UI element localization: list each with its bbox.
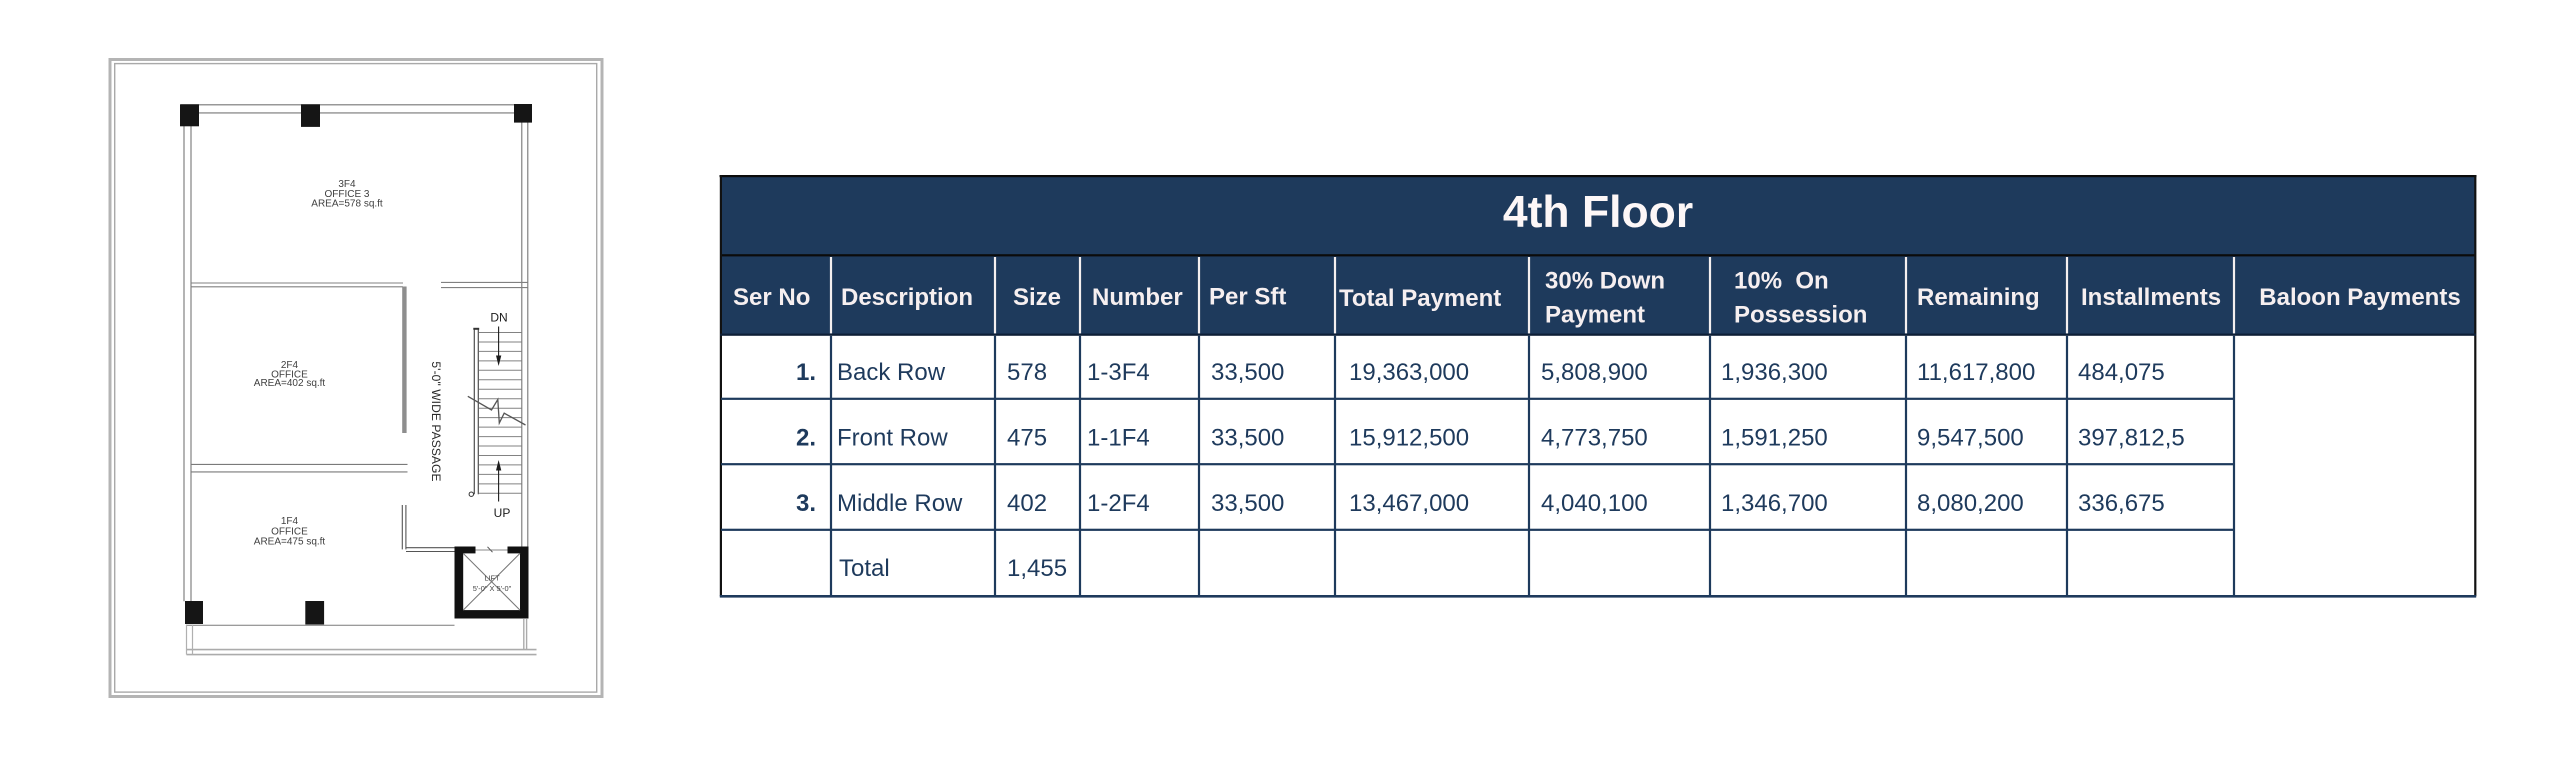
svg-text:Per Sft: Per Sft <box>1209 284 1286 311</box>
svg-text:3.: 3. <box>796 490 816 517</box>
svg-text:33,500: 33,500 <box>1211 490 1284 517</box>
svg-text:9,547,500: 9,547,500 <box>1917 424 2024 451</box>
svg-text:Number: Number <box>1092 284 1183 311</box>
svg-text:1-1F4: 1-1F4 <box>1087 424 1150 451</box>
svg-text:2F4: 2F4 <box>281 360 299 371</box>
svg-text:Front Row: Front Row <box>837 424 948 451</box>
svg-text:1-3F4: 1-3F4 <box>1087 359 1150 386</box>
svg-text:Description: Description <box>841 284 973 311</box>
svg-text:15,912,500: 15,912,500 <box>1349 424 1469 451</box>
svg-text:5,808,900: 5,808,900 <box>1541 359 1648 386</box>
svg-text:Ser No: Ser No <box>733 284 810 311</box>
svg-text:Back Row: Back Row <box>837 359 946 386</box>
svg-text:Size: Size <box>1013 284 1061 311</box>
svg-text:1,936,300: 1,936,300 <box>1721 359 1828 386</box>
svg-text:2.: 2. <box>796 424 816 451</box>
svg-text:33,500: 33,500 <box>1211 359 1284 386</box>
svg-text:Installments: Installments <box>2081 284 2221 311</box>
svg-text:1,591,250: 1,591,250 <box>1721 424 1828 451</box>
svg-text:OFFICE 3: OFFICE 3 <box>324 189 369 200</box>
svg-text:4,773,750: 4,773,750 <box>1541 424 1648 451</box>
svg-text:19,363,000: 19,363,000 <box>1349 359 1469 386</box>
svg-text:AREA=578 sq.ft: AREA=578 sq.ft <box>311 199 383 210</box>
svg-text:402: 402 <box>1007 490 1047 517</box>
svg-text:OFFICE: OFFICE <box>271 369 308 380</box>
svg-text:DN: DN <box>490 311 507 325</box>
svg-text:336,675: 336,675 <box>2078 490 2165 517</box>
svg-text:1-2F4: 1-2F4 <box>1087 490 1150 517</box>
svg-text:30% Down: 30% Down <box>1545 268 1665 295</box>
svg-text:10% On: 10% On <box>1734 268 1829 295</box>
svg-text:Remaining: Remaining <box>1917 284 2040 311</box>
svg-text:1.: 1. <box>796 359 816 386</box>
svg-text:Total: Total <box>839 555 890 582</box>
svg-text:13,467,000: 13,467,000 <box>1349 490 1469 517</box>
svg-text:8,080,200: 8,080,200 <box>1917 490 2024 517</box>
svg-text:Possession: Possession <box>1734 302 1867 329</box>
svg-text:4th Floor: 4th Floor <box>1503 188 1693 237</box>
svg-text:5'-0" WIDE PASSAGE: 5'-0" WIDE PASSAGE <box>429 361 443 481</box>
svg-text:1F4: 1F4 <box>281 516 299 527</box>
svg-text:Middle Row: Middle Row <box>837 490 963 517</box>
svg-text:UP: UP <box>494 506 511 520</box>
svg-text:3F4: 3F4 <box>338 179 356 190</box>
svg-text:33,500: 33,500 <box>1211 424 1284 451</box>
svg-text:578: 578 <box>1007 359 1047 386</box>
svg-text:484,075: 484,075 <box>2078 359 2165 386</box>
svg-text:Baloon Payments: Baloon Payments <box>2259 284 2460 311</box>
svg-text:11,617,800: 11,617,800 <box>1917 359 2035 386</box>
svg-text:AREA=402 sq.ft: AREA=402 sq.ft <box>254 378 326 389</box>
svg-text:1,455: 1,455 <box>1007 555 1067 582</box>
svg-text:1,346,700: 1,346,700 <box>1721 490 1828 517</box>
svg-text:475: 475 <box>1007 424 1047 451</box>
svg-text:OFFICE: OFFICE <box>271 527 308 538</box>
svg-text:AREA=475 sq.ft: AREA=475 sq.ft <box>254 536 326 547</box>
svg-text:LIFT: LIFT <box>484 574 500 583</box>
svg-text:5'-0" X 5'-0": 5'-0" X 5'-0" <box>473 584 512 593</box>
svg-text:397,812,5: 397,812,5 <box>2078 424 2185 451</box>
svg-text:Payment: Payment <box>1545 302 1645 329</box>
svg-text:4,040,100: 4,040,100 <box>1541 490 1648 517</box>
svg-text:Total Payment: Total Payment <box>1339 285 1501 312</box>
